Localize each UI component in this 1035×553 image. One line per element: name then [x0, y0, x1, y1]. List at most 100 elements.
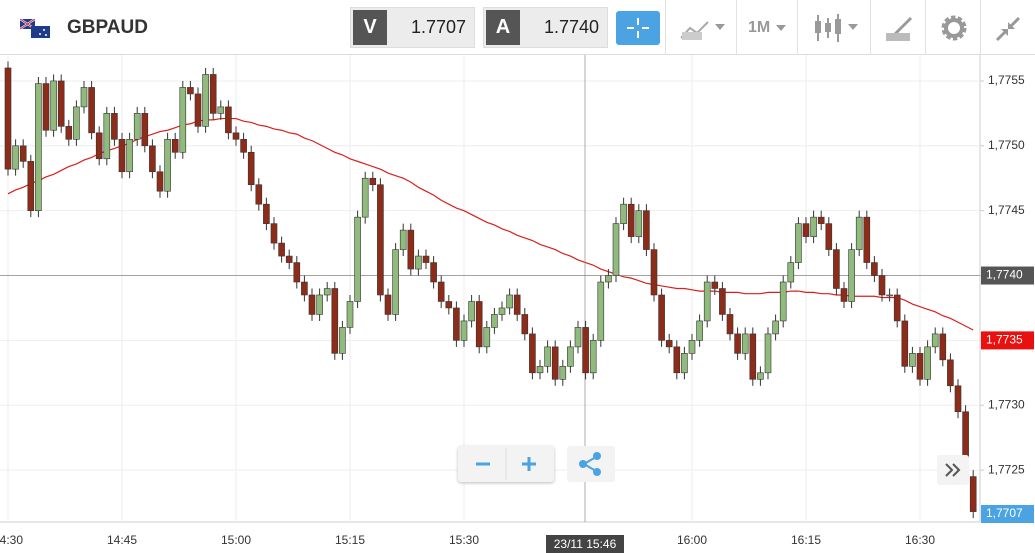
candle-body — [437, 281, 445, 302]
ask-letter: A — [486, 10, 520, 45]
candle-body — [27, 161, 35, 211]
candle-body — [871, 262, 878, 276]
candle-body — [103, 113, 111, 160]
candle-body — [141, 113, 149, 147]
candle-body — [969, 476, 977, 512]
x-tick-label: 16:00 — [677, 533, 707, 547]
candle-body — [567, 346, 574, 367]
candle-type-button[interactable] — [812, 13, 862, 43]
candle-body — [658, 294, 665, 341]
candle-body — [331, 288, 339, 354]
candle-body — [42, 83, 50, 131]
settings-button[interactable] — [939, 13, 969, 43]
candle-body — [369, 177, 377, 186]
candle-body — [187, 87, 194, 95]
candle-body — [270, 223, 278, 244]
candle-body — [757, 372, 764, 380]
candle-body — [149, 145, 156, 173]
candle-body — [665, 340, 673, 348]
candle-body — [749, 333, 757, 380]
candle-body — [840, 288, 848, 302]
candle-body — [12, 145, 19, 170]
draw-button[interactable] — [884, 13, 914, 43]
candle-body — [901, 320, 909, 367]
candle-body — [650, 249, 658, 296]
price-tag — [981, 266, 1034, 285]
chart-type-button[interactable] — [678, 14, 728, 44]
candle-body — [453, 307, 460, 341]
candle-body — [50, 80, 57, 131]
candle-body — [65, 126, 73, 140]
price-tag-label: 1,7707 — [986, 506, 1023, 520]
collapse-button[interactable] — [993, 14, 1023, 44]
candle-body — [171, 139, 179, 153]
candle-body — [323, 288, 331, 296]
candle-body — [620, 203, 627, 224]
candle-body — [711, 281, 719, 289]
candle-body — [263, 203, 270, 224]
candle-body — [475, 301, 483, 348]
x-tick-label: 15:00 — [221, 533, 251, 547]
candle-body — [734, 333, 741, 354]
candle-body — [605, 275, 612, 283]
bid-box[interactable]: V 1.7707 — [350, 7, 475, 48]
candle-body — [544, 346, 551, 367]
x-tick-label: 14:45 — [107, 533, 137, 547]
candle-body — [445, 301, 453, 309]
candle-body — [772, 320, 779, 335]
candle-body — [164, 139, 171, 192]
candle-body — [225, 106, 232, 134]
timeframe-button[interactable]: 1M — [748, 19, 787, 37]
candle-body — [681, 353, 688, 374]
ask-price: 1.7740 — [543, 17, 599, 37]
zoom-controls — [458, 446, 554, 482]
candle-body — [179, 87, 187, 153]
candle-body — [483, 327, 491, 348]
candle-body — [719, 288, 726, 315]
x-tick-label: 16:15 — [791, 533, 821, 547]
candle-body — [384, 294, 392, 315]
x-tick-label: 15:30 — [449, 533, 479, 547]
price-tag — [981, 505, 1034, 523]
candle-body — [939, 333, 947, 361]
candle-body — [635, 210, 643, 237]
candle-body — [513, 294, 521, 315]
candle-body — [202, 74, 209, 127]
zoom-in[interactable] — [522, 457, 536, 471]
candle-body — [80, 87, 88, 108]
candle-body — [696, 320, 703, 341]
candle-body — [293, 262, 301, 283]
candle-body — [506, 294, 513, 309]
candle-body — [779, 281, 787, 322]
candle-body — [848, 249, 855, 302]
candle-body — [521, 314, 529, 335]
candle-body — [88, 87, 95, 134]
time-tag-label: 23/11 15:46 — [554, 537, 617, 551]
candle-body — [529, 333, 536, 374]
candle-body — [491, 314, 498, 328]
candle-body — [392, 249, 399, 315]
candle-body — [422, 255, 430, 263]
candle-body — [795, 223, 802, 263]
ask-box[interactable]: A 1.7740 — [483, 7, 608, 48]
candle-body — [741, 333, 749, 354]
crosshair-button[interactable] — [616, 11, 660, 45]
candle-body — [468, 301, 475, 322]
y-tick-label: 1,7755 — [988, 73, 1025, 87]
candle-body — [232, 132, 240, 140]
candle-body — [4, 67, 12, 170]
candle-body — [111, 113, 118, 140]
candle-body — [19, 145, 27, 162]
scroll-right-button[interactable] — [937, 455, 969, 485]
share-button[interactable] — [567, 446, 615, 482]
candle-body — [285, 255, 293, 263]
flag-icon — [20, 19, 50, 38]
candle-body — [407, 229, 415, 270]
candle-body — [589, 340, 597, 374]
candle-body — [931, 333, 939, 348]
candle-body — [73, 106, 80, 140]
candle-body — [893, 294, 901, 322]
candle-body — [787, 262, 795, 283]
candle-body — [878, 275, 886, 296]
y-tick-label: 1,7750 — [988, 138, 1025, 152]
